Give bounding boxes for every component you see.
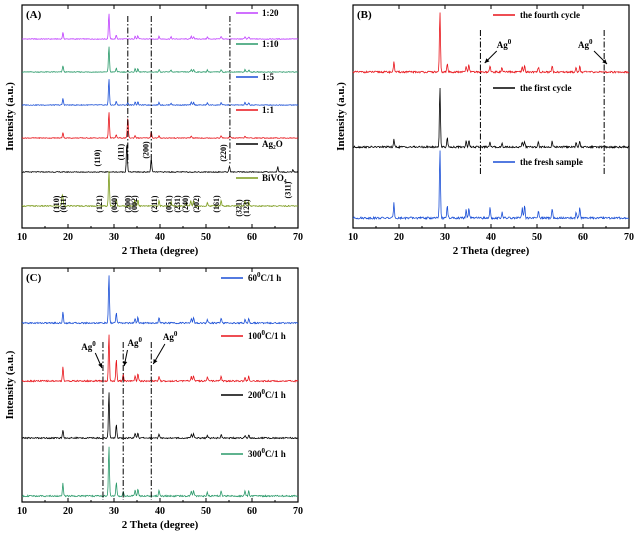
hkl-label: (202)	[192, 195, 201, 213]
x-tick-label: 20	[394, 232, 404, 243]
plot-frame	[352, 4, 630, 229]
hkl-label: (231)	[173, 195, 182, 213]
annotation-arrow-head	[484, 58, 490, 63]
annotation-arrow-head	[98, 363, 103, 368]
hkl-label: (121)	[95, 195, 104, 213]
panel-a: 10 20 30 40 50 60 70 2 Theta (degree) Intensity …	[4, 4, 303, 257]
plot-frame	[21, 267, 299, 503]
x-axis-label: 2 Theta (degree)	[453, 245, 530, 257]
hkl-label: (200)	[124, 195, 133, 213]
x-tick-label: 40	[486, 232, 496, 243]
x-tick-label: 60	[578, 232, 588, 243]
x-tick-label: 70	[293, 232, 303, 243]
x-tick-label: 30	[440, 232, 450, 243]
hkl-label: (110)	[93, 149, 102, 166]
series-line	[21, 144, 299, 174]
x-tick-label: 70	[293, 506, 303, 517]
x-tick-label: 30	[109, 506, 119, 517]
panel-label: (B)	[357, 9, 372, 21]
annotation-arrow-head	[602, 59, 607, 64]
series-line	[21, 392, 299, 440]
hkl-label: (051)	[165, 195, 174, 213]
series-line	[21, 334, 299, 383]
x-tick-label: 20	[63, 506, 73, 517]
hkl-label: (011)	[59, 195, 68, 212]
legend-label: 1000C/1 h	[248, 329, 286, 341]
hkl-label: (040)	[110, 195, 119, 213]
panel-b: 10 20 30 40 50 60 70 2 Theta (degree) Intensity …	[335, 4, 634, 257]
hkl-label: (002)	[130, 195, 139, 213]
series-line	[21, 79, 299, 107]
x-tick-label: 70	[624, 232, 634, 243]
legend-label: 1:20	[262, 8, 279, 18]
legend-label: 1:10	[262, 39, 279, 49]
legend-label: the fresh sample	[520, 157, 583, 167]
x-tick-label: 50	[532, 232, 542, 243]
y-axis-label: Intensity (a.u.)	[4, 350, 16, 419]
x-tick-label: 10	[17, 232, 27, 243]
x-tick-label: 20	[63, 232, 73, 243]
hkl-label: (240)	[181, 195, 190, 213]
hkl-label: (321)	[234, 199, 243, 217]
hkl-label: (123)	[242, 199, 251, 217]
annotation-label: Ag0	[163, 330, 178, 342]
series-line	[21, 275, 299, 325]
legend-label: Ag₂O	[262, 139, 283, 149]
annotation-label: Ag0	[127, 336, 142, 348]
legend-label: 2000C/1 h	[248, 388, 286, 400]
legend-label: 3000C/1 h	[248, 447, 286, 459]
legend-label: 1:5	[262, 72, 274, 82]
series-line	[352, 150, 630, 221]
legend-label: the fourth cycle	[520, 10, 580, 20]
legend-label: 600C/1 h	[248, 271, 281, 283]
panel-label: (A)	[26, 9, 42, 21]
hkl-label: (211)	[150, 195, 159, 212]
x-tick-label: 10	[17, 506, 27, 517]
series-line	[21, 13, 299, 41]
series-line	[352, 12, 630, 75]
legend-label: 1:1	[262, 105, 274, 115]
panel-label: (C)	[26, 272, 42, 284]
hkl-label: (200)	[142, 141, 151, 159]
x-axis-label: 2 Theta (degree)	[122, 245, 199, 257]
series-line	[21, 171, 299, 208]
annotation-label: Ag0	[497, 38, 512, 50]
x-axis-label: 2 Theta (degree)	[122, 519, 199, 531]
y-axis-label: Intensity (a.u.)	[335, 82, 347, 151]
legend-label: the first cycle	[520, 83, 571, 93]
y-axis-label: Intensity (a.u.)	[4, 82, 16, 151]
annotation-arrow-head	[153, 359, 158, 364]
hkl-label: (311)	[284, 181, 293, 198]
hkl-label: (161)	[212, 195, 221, 213]
x-tick-label: 50	[201, 232, 211, 243]
x-tick-label: 40	[155, 232, 165, 243]
annotation-label: Ag0	[578, 38, 593, 50]
x-tick-label: 60	[247, 506, 257, 517]
series-line	[21, 46, 299, 74]
series-line	[352, 87, 630, 150]
hkl-label: (220)	[219, 144, 228, 162]
x-tick-label: 50	[201, 506, 211, 517]
x-tick-label: 10	[348, 232, 358, 243]
annotation-label: Ag0	[81, 340, 96, 352]
x-tick-label: 40	[155, 506, 165, 517]
annotation-arrow-head	[122, 361, 128, 366]
hkl-label: (110)	[52, 195, 61, 212]
series-line	[21, 446, 299, 498]
series-line	[21, 112, 299, 140]
x-tick-label: 60	[247, 232, 257, 243]
hkl-label: (111)	[117, 143, 126, 160]
panel-c: 10 20 30 40 50 60 70 2 Theta (degree) Intensity …	[4, 267, 303, 531]
legend-label: BiVO₄	[262, 173, 287, 183]
x-tick-label: 30	[109, 232, 119, 243]
